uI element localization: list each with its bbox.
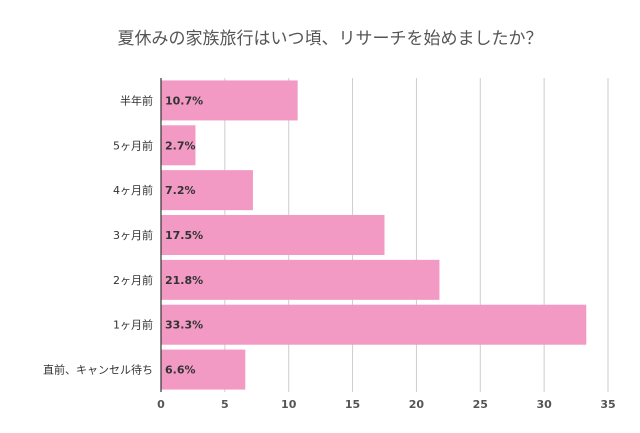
bar — [161, 125, 196, 166]
x-tick-label: 10 — [281, 398, 297, 411]
bar — [161, 80, 298, 121]
x-tick-label: 35 — [600, 398, 615, 411]
chart-title: 夏休みの家族旅行はいつ頃、リサーチを始めましたか？ — [118, 29, 543, 49]
bar — [161, 215, 385, 255]
data-label: 17.5% — [165, 229, 203, 242]
bar — [161, 304, 587, 345]
data-label: 2.7% — [165, 139, 196, 152]
category-label: 1ヶ月前 — [113, 318, 153, 332]
x-tick-label: 0 — [157, 398, 165, 411]
category-label: 4ヶ月前 — [113, 183, 153, 197]
category-label: 2ヶ月前 — [113, 273, 153, 287]
x-tick-label: 25 — [473, 398, 488, 411]
data-label: 10.7% — [165, 94, 203, 107]
category-label: 3ヶ月前 — [113, 228, 153, 242]
data-label: 6.6% — [165, 364, 196, 377]
bars — [161, 80, 587, 390]
x-axis-ticks: 0 5 10 15 20 25 30 35 — [157, 398, 615, 411]
x-tick-label: 30 — [536, 398, 552, 411]
category-label: 直前、キャンセル待ち — [43, 363, 153, 377]
x-tick-label: 20 — [409, 398, 425, 411]
x-tick-label: 15 — [345, 398, 360, 411]
category-label: 5ヶ月前 — [113, 138, 153, 152]
data-label: 7.2% — [165, 184, 196, 197]
data-label: 33.3% — [165, 319, 203, 332]
bar — [161, 259, 440, 300]
bar — [161, 349, 246, 390]
data-label: 21.8% — [165, 274, 203, 287]
data-labels: 10.7% 2.7% 7.2% 17.5% 21.8% 33.3% 6.6% — [165, 94, 203, 376]
x-tick-label: 5 — [221, 398, 229, 411]
category-label: 半年前 — [120, 93, 153, 107]
bar — [161, 170, 253, 211]
